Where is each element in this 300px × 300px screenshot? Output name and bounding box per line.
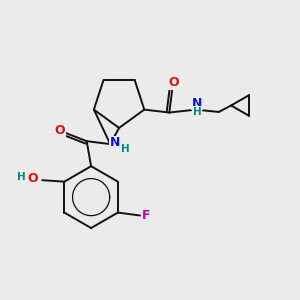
Text: H: H [193, 107, 202, 117]
Text: O: O [168, 76, 179, 89]
Text: H: H [121, 144, 129, 154]
Text: F: F [142, 209, 151, 222]
Text: O: O [54, 124, 65, 137]
Text: N: N [192, 97, 202, 110]
Text: O: O [28, 172, 38, 185]
Text: N: N [110, 136, 120, 149]
Text: H: H [17, 172, 26, 182]
